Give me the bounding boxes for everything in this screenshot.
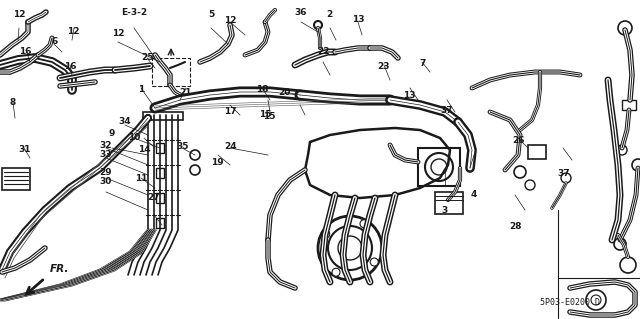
Text: 16: 16: [64, 63, 77, 71]
Text: 34: 34: [118, 117, 131, 126]
Text: 16: 16: [19, 47, 32, 56]
Text: 4: 4: [470, 190, 477, 199]
Bar: [622, 100, 636, 110]
Text: 12: 12: [112, 29, 125, 38]
Text: 36: 36: [294, 8, 307, 17]
Text: 30: 30: [99, 177, 112, 186]
Bar: [152, 58, 190, 86]
Text: 13: 13: [403, 91, 416, 100]
Text: E-3-2: E-3-2: [122, 8, 147, 17]
Text: 12: 12: [67, 27, 80, 36]
Text: FR.: FR.: [50, 264, 69, 274]
Text: 2: 2: [326, 10, 333, 19]
Text: 5P03-E0200 D: 5P03-E0200 D: [540, 298, 600, 307]
Text: 35: 35: [176, 142, 189, 151]
Text: 37: 37: [440, 106, 453, 115]
Text: 11: 11: [134, 174, 147, 183]
Text: 12: 12: [224, 16, 237, 25]
Text: 23: 23: [378, 63, 390, 71]
Circle shape: [371, 258, 378, 266]
Bar: [143, 112, 183, 120]
Text: 15: 15: [259, 110, 272, 119]
Text: 19: 19: [211, 158, 224, 167]
Text: 28: 28: [509, 222, 522, 231]
Bar: [418, 148, 460, 186]
Text: 29: 29: [99, 168, 112, 177]
Text: 7: 7: [419, 59, 426, 68]
Text: 37: 37: [557, 169, 570, 178]
Text: 13: 13: [352, 15, 365, 24]
Text: 12: 12: [13, 10, 26, 19]
Text: 8: 8: [10, 98, 16, 107]
Text: 14: 14: [138, 145, 150, 154]
Text: 33: 33: [99, 150, 112, 159]
Circle shape: [322, 230, 330, 238]
Bar: [435, 192, 463, 214]
Bar: [2, 168, 30, 190]
Text: 21: 21: [179, 88, 192, 97]
Text: 24: 24: [224, 142, 237, 151]
Text: 31: 31: [18, 145, 31, 154]
Text: 3: 3: [442, 206, 448, 215]
Text: 9: 9: [109, 130, 115, 138]
Text: 20: 20: [278, 88, 291, 97]
Bar: [156, 143, 164, 153]
Text: 15: 15: [262, 112, 275, 121]
Bar: [156, 168, 164, 178]
Bar: [528, 145, 546, 159]
Text: 5: 5: [208, 10, 214, 19]
Bar: [156, 218, 164, 228]
Text: 1: 1: [138, 85, 144, 94]
Text: 25: 25: [141, 53, 154, 62]
Text: 22: 22: [317, 47, 330, 56]
Bar: [156, 193, 164, 203]
Text: 32: 32: [99, 141, 112, 150]
Text: 27: 27: [147, 193, 160, 202]
Text: 6: 6: [51, 37, 58, 46]
Text: 18: 18: [256, 85, 269, 94]
Text: 10: 10: [128, 133, 141, 142]
Circle shape: [332, 268, 340, 276]
Text: 26: 26: [512, 136, 525, 145]
Text: 17: 17: [224, 107, 237, 116]
Circle shape: [360, 220, 368, 228]
